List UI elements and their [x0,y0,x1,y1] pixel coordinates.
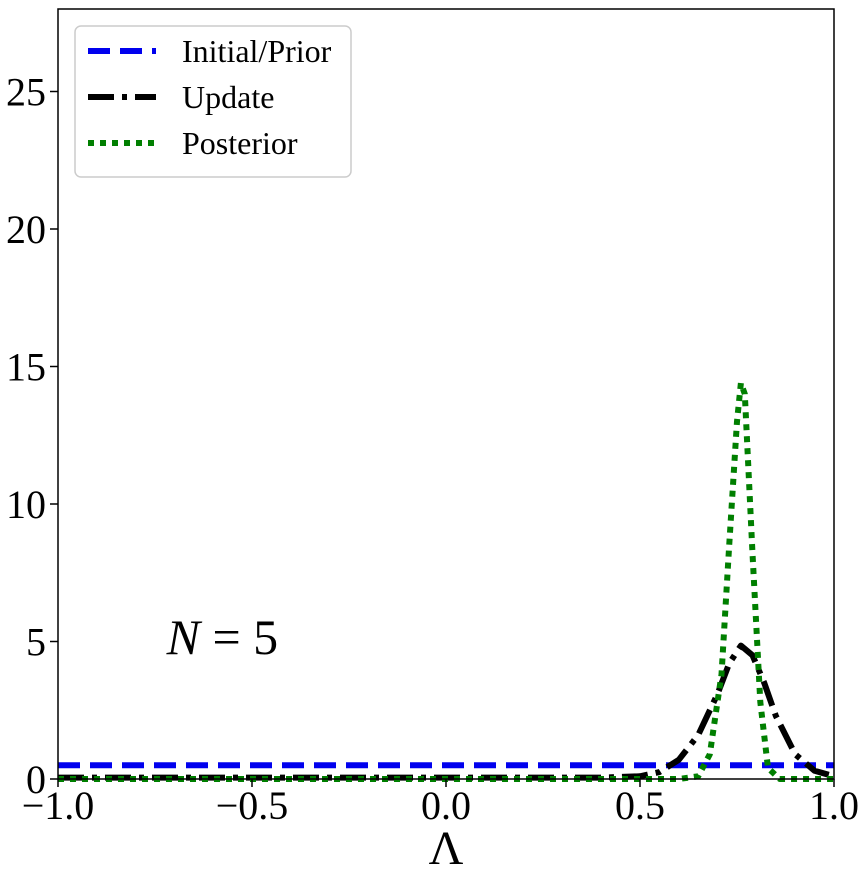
x-tick-label: −0.5 [216,783,289,828]
x-axis: −1.0 −0.5 0.0 0.5 1.0 [22,779,859,828]
legend: Initial/Prior Update Posterior [74,25,352,178]
series-layer [58,380,835,782]
series-line-update [58,642,835,781]
legend-box [74,25,352,178]
legend-label-update: Update [182,79,274,115]
legend-label-posterior: Posterior [182,125,298,161]
x-tick-label: 1.0 [809,783,859,828]
legend-label-initial-prior: Initial/Prior [182,33,332,69]
y-tick-label: 25 [6,70,46,115]
n-annotation: N = 5 [166,609,279,665]
y-tick-label: 5 [26,620,46,665]
n-annotation-variable: N [166,609,203,665]
y-tick-label: 0 [26,757,46,802]
x-axis-label: Λ [429,822,464,875]
x-tick-label: 0.0 [421,783,471,828]
y-tick-label: 10 [6,482,46,527]
y-axis: 0 5 10 15 20 25 [6,70,58,802]
y-tick-label: 20 [6,207,46,252]
x-tick-label: 0.5 [615,783,665,828]
y-tick-label: 15 [6,345,46,390]
x-tick-label: −1.0 [22,783,95,828]
n-annotation-value: = 5 [200,609,278,665]
